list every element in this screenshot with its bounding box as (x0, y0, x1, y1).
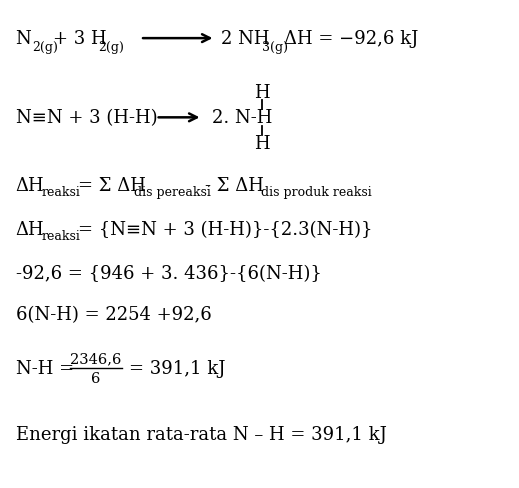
Text: + 3 H: + 3 H (53, 30, 107, 48)
Text: 3(g): 3(g) (262, 41, 288, 54)
Text: = 391,1 kJ: = 391,1 kJ (129, 360, 225, 377)
Text: H: H (254, 84, 270, 102)
Text: -92,6 = {946 + 3. 436}-{6(N-H)}: -92,6 = {946 + 3. 436}-{6(N-H)} (16, 264, 321, 282)
Text: ΔH = −92,6 kJ: ΔH = −92,6 kJ (284, 30, 419, 48)
Text: ΔH: ΔH (16, 177, 44, 194)
Text: reaksi: reaksi (42, 229, 80, 242)
Text: Energi ikatan rata-rata N – H = 391,1 kJ: Energi ikatan rata-rata N – H = 391,1 kJ (16, 426, 387, 443)
Text: 2346,6: 2346,6 (71, 352, 121, 366)
Text: reaksi: reaksi (42, 185, 80, 198)
Text: dis produk reaksi: dis produk reaksi (261, 185, 371, 198)
Text: N≡N + 3 (H-H): N≡N + 3 (H-H) (16, 109, 157, 127)
Text: - Σ ΔH: - Σ ΔH (205, 177, 264, 194)
Text: = {N≡N + 3 (H-H)}-{2.3(N-H)}: = {N≡N + 3 (H-H)}-{2.3(N-H)} (78, 221, 372, 238)
Text: N-H =: N-H = (16, 360, 74, 377)
Text: 2. N-H: 2. N-H (212, 109, 272, 127)
Text: 2(g): 2(g) (99, 41, 125, 54)
Text: H: H (254, 135, 270, 152)
Text: 2 NH: 2 NH (221, 30, 269, 48)
Text: ΔH: ΔH (16, 221, 44, 238)
Text: = Σ ΔH: = Σ ΔH (78, 177, 146, 194)
Text: dis pereaksi: dis pereaksi (134, 185, 211, 198)
Text: 2(g): 2(g) (32, 41, 58, 54)
Text: 6: 6 (91, 371, 101, 385)
Text: 6(N-H) = 2254 +92,6: 6(N-H) = 2254 +92,6 (16, 306, 211, 324)
Text: N: N (16, 30, 31, 48)
